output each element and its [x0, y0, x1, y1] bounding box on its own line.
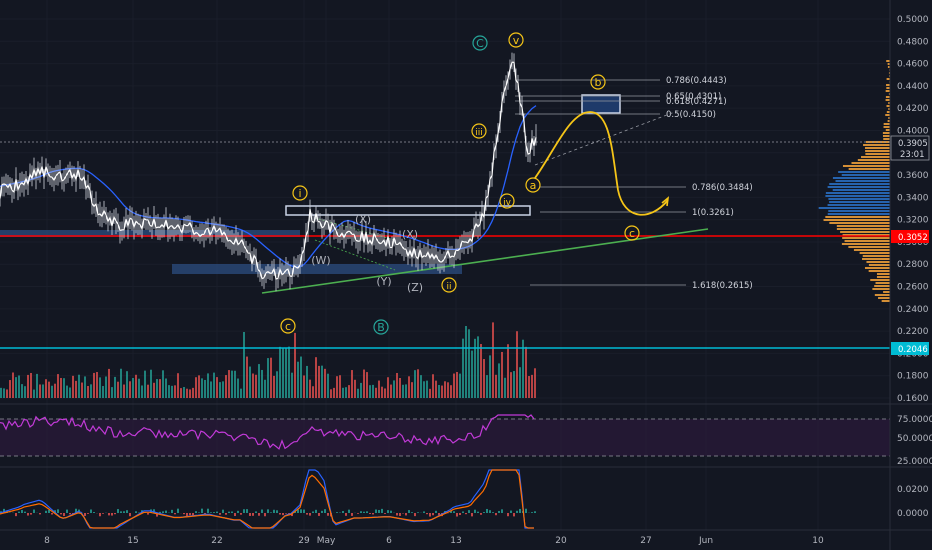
rsi-line: [0, 414, 535, 450]
price-axis[interactable]: 0.50000.48000.46000.44000.42000.40000.38…: [897, 15, 929, 404]
wave-label-c-right: c: [629, 227, 635, 240]
time-tick-2: 22: [211, 536, 222, 546]
time-tick-9: Jun: [698, 536, 713, 546]
cyan-level-badge: 0.2046: [891, 342, 929, 355]
projected-path: [534, 111, 669, 216]
time-tick-10: 10: [812, 536, 824, 546]
wave-circle-a: [525, 177, 541, 193]
target-box-b: [581, 94, 621, 114]
time-tick-7: 20: [555, 536, 567, 546]
wave-label-v: v: [513, 34, 520, 47]
price-tick-0: 0.5000: [897, 15, 929, 25]
price-tick-16: 0.1800: [897, 372, 929, 382]
support-zone-mid: [172, 264, 462, 274]
time-tick-8: 27: [640, 536, 651, 546]
rsi-tick-25: 25.0000: [897, 457, 932, 467]
price-tick-13: 0.2400: [897, 305, 929, 315]
wave-label-C: C: [476, 37, 484, 50]
wave-label-iv: iv: [503, 198, 512, 208]
wave-label-c-left: c: [285, 320, 291, 333]
price-tick-17: 0.1600: [897, 394, 929, 404]
fib-lines: [515, 79, 686, 286]
time-axis[interactable]: 8 15 22 29 May 6 13 20 27 Jun 10: [44, 536, 824, 546]
wave-labels: C v b iii i iv a ii c c B (W) (X) (X) (Y…: [280, 32, 640, 335]
wave-circle-iii: [471, 123, 487, 139]
fib-labels: 0.786(0.4443) 0.65(0.4301) 0.618(0.4271)…: [666, 76, 753, 291]
wave-label-B: B: [377, 321, 385, 334]
price-tick-11: 0.2800: [897, 260, 929, 270]
resistance-box: [285, 205, 531, 216]
time-tick-0: 8: [44, 536, 50, 546]
price-tick-4: 0.4200: [897, 104, 929, 114]
fib-label-0618: 0.618(0.4271): [666, 97, 727, 107]
macd-signal-line: [0, 469, 534, 529]
projection-dashed: [534, 109, 681, 166]
current-price-text: 0.3905: [898, 139, 928, 149]
rsi-axis: 75.0000 50.0000 25.0000: [897, 415, 932, 467]
wave-circle-i: [292, 185, 308, 201]
wave-label-iii: iii: [475, 128, 483, 138]
wave-label-ii: ii: [446, 282, 451, 292]
wave-circle-C: [472, 35, 488, 51]
wave-circle-iv: [499, 193, 515, 209]
price-tick-3: 0.4400: [897, 82, 929, 92]
macd-tick-002: 0.0200: [897, 485, 929, 495]
time-tick-6: 13: [450, 536, 461, 546]
volume-profile: [818, 60, 890, 302]
rsi-tick-50: 50.0000: [897, 434, 932, 444]
macd-axis: 0.0200 0.0000: [897, 485, 929, 519]
red-level-badge: 0.3052: [891, 230, 929, 243]
wave-circle-ii: [441, 277, 457, 293]
macd-tick-0: 0.0000: [897, 509, 929, 519]
fib-label-0786-upper: 0.786(0.4443): [666, 76, 727, 86]
wave-label-a: a: [530, 179, 537, 192]
price-ma-white: [0, 61, 537, 280]
price-tick-1: 0.4800: [897, 37, 929, 47]
wave-circle-c-right: [624, 225, 640, 241]
price-tick-14: 0.2200: [897, 327, 929, 337]
projected-arrowhead: [661, 196, 670, 207]
fib-label-1: 1(0.3261): [692, 208, 734, 218]
wave-label-i: i: [298, 187, 301, 200]
wave-circle-B: [373, 319, 389, 335]
price-tick-5: 0.4000: [897, 126, 929, 136]
moving-average-blue: [0, 105, 537, 268]
price-tick-12: 0.2600: [897, 283, 929, 293]
rsi-tick-75: 75.0000: [897, 415, 932, 425]
support-zone-left: [0, 230, 300, 237]
red-level-text: 0.3052: [898, 233, 928, 243]
wave-label-X2: (X): [402, 228, 418, 241]
wave-circle-b: [590, 74, 606, 90]
price-tick-8: 0.3400: [897, 193, 929, 203]
price-tick-2: 0.4600: [897, 60, 929, 70]
volume-bars: [0, 322, 536, 398]
wave-circle-c-left: [280, 318, 296, 334]
wave-label-W: (W): [311, 254, 330, 267]
time-tick-4: May: [317, 536, 336, 546]
wave-circle-v: [508, 32, 524, 48]
fib-label-1618: 1.618(0.2615): [692, 281, 753, 291]
current-price-badge: 0.3905 23:01: [890, 135, 930, 161]
fib-label-05: 0.5(0.4150): [666, 110, 716, 120]
countdown-text: 23:01: [900, 150, 925, 160]
wave-label-X1: (X): [355, 213, 371, 226]
cyan-level-text: 0.2046: [898, 345, 928, 355]
time-tick-1: 15: [127, 536, 138, 546]
fib-label-065: 0.65(0.4301): [666, 92, 721, 102]
wave-label-Z: (Z): [407, 281, 423, 294]
time-tick-3: 29: [298, 536, 310, 546]
wave-label-b: b: [595, 76, 602, 89]
wave-label-Y: (Y): [376, 275, 391, 288]
time-tick-5: 6: [386, 536, 392, 546]
fib-label-0786-lower: 0.786(0.3484): [692, 183, 753, 193]
price-tick-9: 0.3200: [897, 216, 929, 226]
price-tick-7: 0.3600: [897, 171, 929, 181]
